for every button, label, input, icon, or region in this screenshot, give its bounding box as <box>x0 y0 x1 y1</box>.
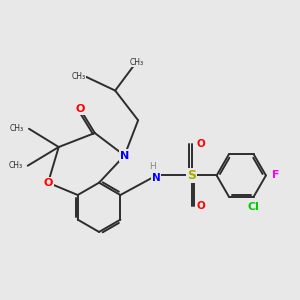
Text: CH₃: CH₃ <box>8 161 22 170</box>
Text: O: O <box>75 104 85 114</box>
Text: CH₃: CH₃ <box>10 124 24 133</box>
Text: N: N <box>120 151 129 160</box>
Text: CH₃: CH₃ <box>129 58 143 67</box>
Text: Cl: Cl <box>248 202 260 212</box>
Text: F: F <box>272 170 279 181</box>
Text: O: O <box>44 178 53 188</box>
Text: N: N <box>152 172 161 183</box>
Text: O: O <box>196 202 205 212</box>
Text: CH₃: CH₃ <box>71 72 85 81</box>
Text: S: S <box>187 169 196 182</box>
Text: H: H <box>150 162 156 171</box>
Text: O: O <box>196 140 205 149</box>
